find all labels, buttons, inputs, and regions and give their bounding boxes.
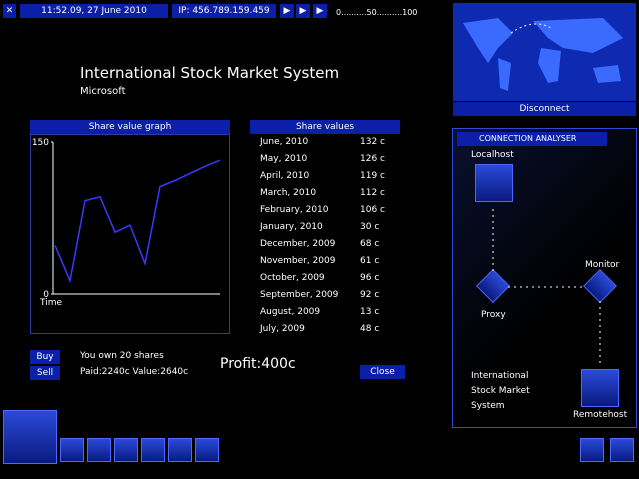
share-date: September, 2009: [260, 290, 339, 300]
target-line: International: [471, 371, 529, 381]
share-price: 92 c: [360, 290, 380, 300]
share-date: March, 2010: [260, 188, 317, 198]
main-menu-icon[interactable]: [3, 410, 57, 464]
share-price: 68 c: [360, 239, 380, 249]
localhost-icon[interactable]: [475, 164, 513, 202]
table-title: Share values: [250, 120, 400, 134]
share-price: 61 c: [360, 256, 380, 266]
share-price: 30 c: [360, 222, 380, 232]
localhost-label: Localhost: [471, 150, 514, 160]
target-line: Stock Market: [471, 386, 530, 396]
ip: IP: 456.789.159.459: [172, 4, 276, 18]
disconnect-button[interactable]: Disconnect: [453, 102, 636, 116]
toolbar-icon[interactable]: [580, 438, 604, 462]
graph-title: Share value graph: [30, 120, 230, 134]
share-price: 48 c: [360, 324, 380, 334]
x-axis-label: Time: [39, 298, 62, 308]
toolbar-icon[interactable]: [168, 438, 192, 462]
analyser-title: CONNECTION ANALYSER: [457, 132, 607, 146]
share-date: December, 2009: [260, 239, 336, 249]
share-date: January, 2010: [260, 222, 323, 232]
toolbar-icon[interactable]: [610, 438, 634, 462]
toolbar-icon[interactable]: [87, 438, 111, 462]
map-shapes: [463, 18, 623, 91]
buy-button[interactable]: Buy: [30, 350, 60, 364]
page-title: International Stock Market System: [80, 64, 340, 82]
speed-3[interactable]: ▶: [313, 4, 327, 18]
share-date: May, 2010: [260, 154, 308, 164]
toolbar-icon[interactable]: [195, 438, 219, 462]
share-price: 132 c: [360, 137, 385, 147]
share-price: 112 c: [360, 188, 385, 198]
share-date: October, 2009: [260, 273, 325, 283]
share-price: 126 c: [360, 154, 385, 164]
share-date: June, 2010: [260, 137, 309, 147]
toolbar-icon[interactable]: [114, 438, 138, 462]
target-label: International Stock Market System: [471, 369, 530, 414]
paid-value: Paid:2240c Value:2640c: [80, 367, 189, 377]
monitor-label: Monitor: [585, 260, 620, 270]
close-x[interactable]: ✕: [3, 4, 16, 18]
remotehost-icon[interactable]: [581, 369, 619, 407]
share-line: [54, 159, 221, 284]
remotehost-label: Remotehost: [573, 410, 628, 420]
profit: Profit:400c: [220, 356, 296, 372]
share-date: April, 2010: [260, 171, 310, 181]
target-line: System: [471, 401, 505, 411]
proxy-label: Proxy: [481, 310, 506, 320]
share-date: February, 2010: [260, 205, 329, 215]
y-tick-label: 0: [43, 290, 49, 300]
share-price: 106 c: [360, 205, 385, 215]
connection-analyser: CONNECTION ANALYSER Localhost Monitor Pr…: [452, 128, 637, 428]
world-map: [453, 3, 636, 101]
share-price: 13 c: [360, 307, 380, 317]
share-date: July, 2009: [260, 324, 305, 334]
close-button[interactable]: Close: [360, 365, 405, 379]
speed-1[interactable]: ▶: [280, 4, 294, 18]
y-tick-label: 150: [32, 138, 49, 148]
share-price: 119 c: [360, 171, 385, 181]
owned: You own 20 shares: [80, 351, 164, 361]
company: Microsoft: [80, 86, 126, 97]
toolbar-icon[interactable]: [60, 438, 84, 462]
share-date: November, 2009: [260, 256, 336, 266]
links: [492, 209, 601, 364]
toolbar-icon[interactable]: [141, 438, 165, 462]
scale: 0..........50..........100: [336, 8, 418, 17]
speed-2[interactable]: ▶: [296, 4, 310, 18]
graph: 0 150 Time: [30, 134, 230, 334]
share-price: 96 c: [360, 273, 380, 283]
datetime: 11:52.09, 27 June 2010: [20, 4, 168, 18]
share-date: August, 2009: [260, 307, 321, 317]
sell-button[interactable]: Sell: [30, 366, 60, 380]
